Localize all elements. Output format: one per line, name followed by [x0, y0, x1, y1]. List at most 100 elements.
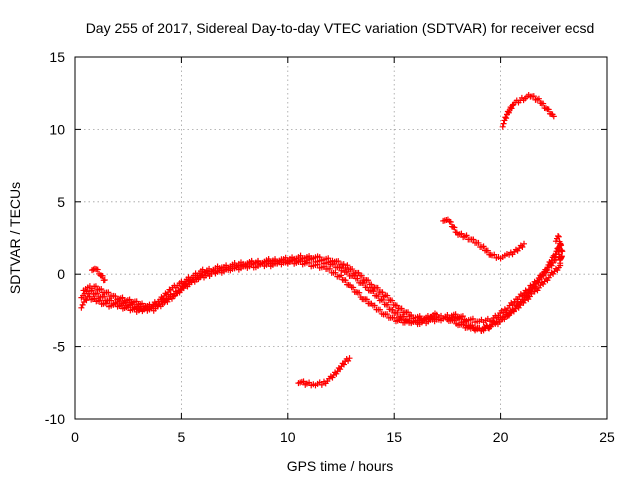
data-point-dense — [99, 272, 106, 279]
x-axis-label: GPS time / hours — [287, 458, 394, 474]
data-point — [346, 355, 353, 362]
data-point — [316, 254, 323, 261]
data-point-dense — [335, 258, 342, 265]
data-point-dense — [528, 288, 535, 295]
data-point-dense — [379, 289, 386, 296]
data-point-dense — [548, 257, 555, 264]
data-point-dense — [450, 313, 457, 320]
y-axis-label: SDTVAR / TECUs — [7, 182, 23, 294]
data-point — [403, 316, 410, 323]
data-point-dense — [520, 296, 527, 303]
data-point-dense — [92, 283, 99, 290]
series-top-arc — [499, 91, 557, 130]
data-point-dense — [306, 253, 313, 260]
data-point-dense — [531, 283, 538, 290]
y-tick-label: 10 — [49, 121, 65, 137]
data-point-dense — [340, 261, 347, 268]
data-point-dense — [456, 315, 463, 322]
data-point-dense — [358, 272, 365, 279]
x-tick-label: 25 — [599, 429, 615, 445]
y-tick-label: 15 — [49, 49, 65, 65]
data-point-dense — [459, 313, 466, 320]
x-tick-label: 20 — [493, 429, 509, 445]
data-point-dense — [86, 293, 93, 300]
data-point-dense — [469, 315, 476, 322]
data-point-dense — [380, 296, 387, 303]
data-point-dense — [96, 297, 103, 304]
data-point-dense — [458, 230, 465, 237]
data-point-dense — [555, 233, 562, 240]
data-point — [550, 113, 557, 120]
data-point-dense — [344, 268, 351, 275]
data-point — [133, 298, 140, 305]
data-point — [508, 308, 515, 315]
data-point-dense — [435, 316, 442, 323]
y-tick-label: -10 — [45, 411, 65, 427]
series-late-dip-arc — [440, 216, 528, 262]
data-point-dense — [318, 381, 325, 388]
data-point-dense — [505, 109, 512, 116]
data-point-dense — [93, 290, 100, 297]
data-point-dense — [451, 224, 458, 231]
data-point-dense — [365, 277, 372, 284]
data-point-dense — [393, 302, 400, 309]
data-point-dense — [356, 289, 363, 296]
data-point-dense — [354, 275, 361, 282]
data-point-dense — [475, 239, 482, 246]
data-point-dense — [536, 276, 543, 283]
data-point-dense — [79, 301, 86, 308]
data-point-dense — [530, 93, 537, 100]
series-right-edge-column — [552, 232, 566, 267]
data-point-dense — [333, 370, 340, 377]
data-point-dense — [447, 218, 454, 225]
data-point-dense — [389, 306, 396, 313]
data-point — [555, 245, 562, 252]
series-main-band-a — [78, 256, 440, 327]
data-point-dense — [119, 294, 126, 301]
data-point-dense — [364, 284, 371, 291]
data-point — [89, 267, 96, 274]
data-point-dense — [416, 313, 423, 320]
data-point-dense — [547, 260, 554, 267]
data-point — [535, 95, 542, 102]
data-point-dense — [342, 277, 349, 284]
data-point-dense — [368, 281, 375, 288]
data-point — [112, 293, 119, 300]
y-tick-label: -5 — [53, 339, 66, 355]
data-point-dense — [161, 292, 168, 299]
data-point-dense — [389, 297, 396, 304]
x-tick-label: 5 — [178, 429, 186, 445]
data-point-dense — [375, 293, 382, 300]
series-bottom-arc — [295, 355, 353, 389]
data-point-dense — [484, 247, 491, 254]
data-point — [463, 232, 470, 239]
data-point — [521, 240, 528, 247]
x-tick-label: 15 — [386, 429, 402, 445]
data-point-dense — [519, 243, 526, 250]
x-tick-label: 10 — [280, 429, 296, 445]
data-point-dense — [300, 378, 307, 385]
data-point-dense — [513, 302, 520, 309]
data-point-dense — [509, 102, 516, 109]
data-point-dense — [510, 307, 517, 314]
data-point-dense — [105, 289, 112, 296]
data-point-dense — [337, 366, 344, 373]
data-point-dense — [469, 322, 476, 329]
plot-frame — [74, 56, 608, 420]
data-point — [540, 272, 547, 279]
data-point-dense — [350, 284, 357, 291]
data-point — [518, 299, 525, 306]
data-point-dense — [470, 236, 477, 243]
x-tick-label: 0 — [71, 429, 79, 445]
data-point — [344, 262, 351, 269]
data-series — [78, 91, 566, 389]
data-point-dense — [98, 285, 105, 292]
data-point-dense — [503, 115, 510, 122]
y-tick-label: 5 — [57, 194, 65, 210]
data-point-dense — [340, 361, 347, 368]
data-point — [555, 232, 562, 239]
data-point-dense — [139, 300, 146, 307]
data-point-dense — [524, 292, 531, 299]
data-point-dense — [394, 309, 401, 316]
data-point-dense — [535, 279, 542, 286]
